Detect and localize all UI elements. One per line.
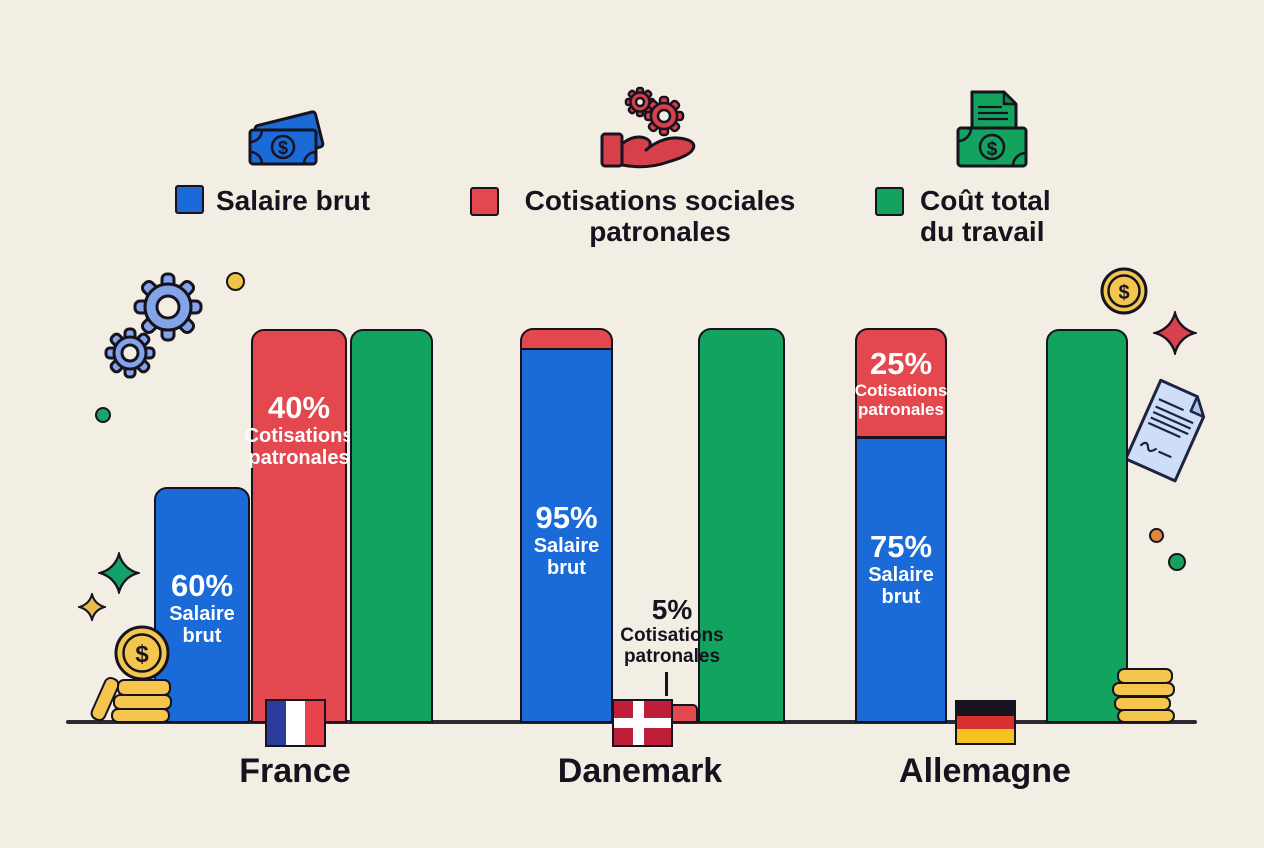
denmark-flag (612, 699, 673, 747)
dollar-glyph: $ (987, 139, 998, 160)
gears-icon (104, 272, 203, 379)
red-sparkle-icon (1153, 311, 1197, 355)
legend-swatch-cout-total (875, 187, 904, 216)
bar-sublabel: Salaire (533, 534, 600, 557)
flag-stripe (957, 715, 1014, 730)
legend-cout-line1: Coût total (920, 185, 1051, 216)
bar-allemagne-cotisations: 25% Cotisations patronales (855, 328, 947, 438)
yellow-dot (226, 272, 245, 291)
france-flag (265, 699, 326, 747)
flag-cross (614, 718, 671, 728)
country-label-danemark: Danemark (557, 752, 723, 790)
flag-stripe (957, 702, 1014, 716)
dollar-coin-icon: $ (1100, 267, 1148, 315)
green-dot (1168, 553, 1186, 571)
bar-sublabel: Salaire (868, 564, 934, 586)
danemark-cotisations-callout: 5% Cotisations patronales (582, 594, 762, 667)
coin-stack-icon (1112, 682, 1175, 697)
legend-cotisations-line2: patronales (589, 216, 731, 247)
bar-danemark-cout-total (698, 328, 785, 723)
country-label-allemagne: Allemagne (899, 752, 1071, 790)
legend-swatch-salaire-brut (175, 185, 204, 214)
coin-stack-icon (1117, 709, 1175, 723)
flag-stripe (267, 701, 286, 745)
legend-label-salaire-brut: Salaire brut (216, 185, 371, 216)
bar-sublabel: brut (881, 586, 921, 608)
dollar-glyph: $ (135, 641, 149, 668)
bar-allemagne-cout-total (1046, 329, 1128, 723)
bar-sublabel: patronales (248, 447, 350, 469)
flag-stripe (305, 701, 324, 745)
legend-cout-line2: du travail (920, 216, 1045, 247)
bar-value: 60% (170, 568, 234, 603)
flag-stripe (286, 701, 305, 745)
bar-value: 95% (535, 499, 598, 535)
bar-sublabel: patronales (858, 400, 944, 419)
bar-sublabel: Cotisations (854, 381, 948, 400)
callout-value: 5% (651, 594, 693, 625)
bar-value: 25% (869, 346, 933, 381)
bar-france-cout-total (350, 329, 433, 723)
legend-cotisations-line1: Cotisations sociales (524, 185, 796, 216)
bar-sublabel: brut (182, 625, 222, 647)
legend-label-cout-total: Coût total du travail (920, 185, 1051, 247)
banknotes-icon: $ (248, 110, 325, 166)
bar-sublabel: Cotisations (244, 425, 354, 447)
banknote-document-icon: $ (956, 90, 1028, 168)
document-icon (1124, 378, 1206, 483)
bar-danemark-salaire-brut: 95% Salaire brut (520, 348, 613, 723)
green-dot (95, 407, 111, 423)
hand-gears-icon (600, 86, 696, 169)
flag-stripe (957, 729, 1014, 743)
dollar-glyph: $ (278, 138, 288, 158)
orange-dot (1149, 528, 1164, 543)
legend-label-cotisations: Cotisations sociales patronales (505, 185, 815, 247)
green-sparkle-icon (98, 552, 140, 594)
germany-flag (955, 700, 1016, 745)
callout-label: patronales (623, 646, 721, 667)
yellow-sparkle-icon (78, 593, 106, 621)
legend-swatch-cotisations (470, 187, 499, 216)
bar-value: 75% (869, 529, 933, 564)
bar-value: 40% (267, 390, 331, 425)
coin-stack-icon (111, 708, 170, 723)
bar-france-cotisations: 40% Cotisations patronales (245, 329, 353, 723)
dollar-coin-icon: $ (114, 625, 170, 681)
dollar-glyph: $ (1118, 282, 1129, 304)
bar-allemagne-salaire-brut: 75% Salaire brut (855, 437, 947, 723)
callout-connector-line (665, 672, 668, 696)
bar-sublabel: brut (547, 556, 586, 579)
bar-sublabel: Salaire (169, 603, 235, 625)
callout-label: Cotisations (620, 625, 724, 646)
country-label-france: France (239, 752, 351, 790)
